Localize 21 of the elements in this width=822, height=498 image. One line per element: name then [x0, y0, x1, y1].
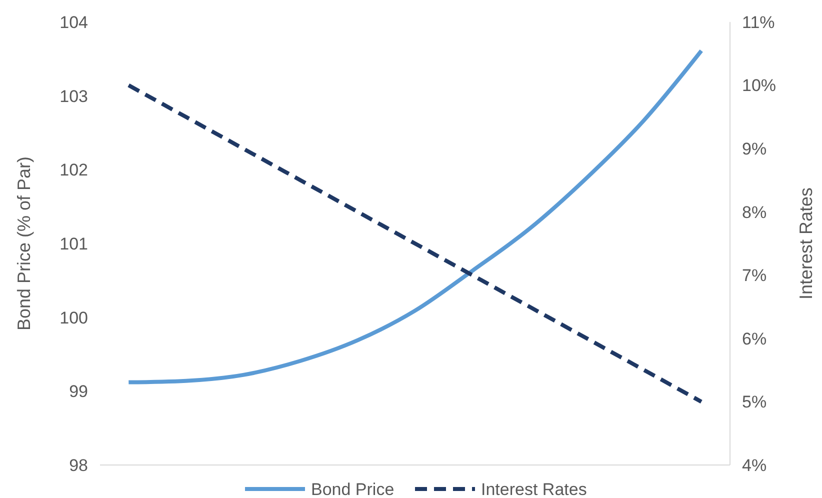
y2-tick-label: 5% [742, 392, 767, 412]
y-tick-label: 104 [60, 12, 88, 32]
y2-tick-label: 9% [742, 140, 767, 159]
y2-tick-label: 4% [742, 456, 767, 475]
y-tick-label: 98 [69, 456, 88, 475]
y2-tick-label: 8% [742, 202, 767, 222]
y2-tick-label: 7% [742, 266, 767, 286]
y-axis-title: Bond Price (% of Par) [14, 156, 34, 331]
line-series [126, 83, 704, 404]
y-tick-label: 99 [69, 382, 88, 402]
y2-tick-label: 6% [742, 329, 767, 348]
legend-label: Interest Rates [481, 480, 587, 498]
y2-axis-title: Interest Rates [796, 187, 816, 300]
y2-tick-label: 11% [742, 12, 775, 32]
y-tick-label: 101 [60, 234, 88, 254]
y-tick-label: 102 [60, 160, 88, 180]
legend-label: Bond Price [311, 480, 394, 498]
y2-tick-label: 10% [742, 76, 776, 96]
y-tick-label: 100 [60, 308, 88, 328]
y-tick-label: 103 [60, 86, 88, 106]
line-series [126, 48, 704, 384]
